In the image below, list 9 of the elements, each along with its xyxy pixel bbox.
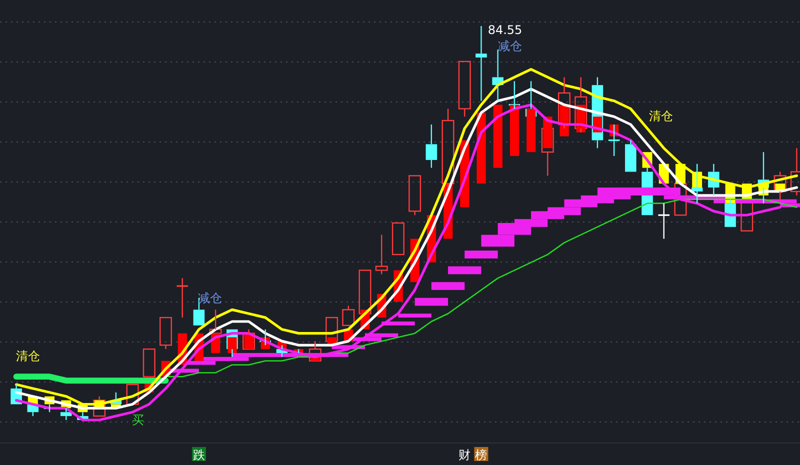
annotation: 84.55 [488, 23, 522, 37]
x-tick-label: 跌 [192, 448, 205, 462]
x-tick-label: 财 [458, 448, 471, 462]
annotation: 减仓 [198, 291, 222, 305]
x-tick-label: 榜 [475, 448, 488, 462]
annotation: 减仓 [498, 39, 522, 53]
annotation: 清仓 [16, 349, 40, 363]
annotation: 买 [132, 413, 144, 427]
annotation: 清仓 [649, 109, 673, 123]
